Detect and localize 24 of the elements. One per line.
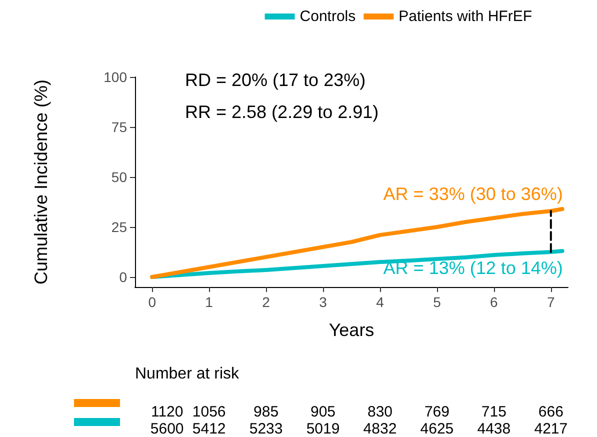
annotation: RD = 20% (17 to 23%)	[185, 70, 366, 90]
text: 1120 1056 985 905 830 769 715 666	[150, 404, 564, 420]
x-tick-label: 5	[433, 294, 442, 310]
y-tick-label: 25	[111, 219, 128, 235]
x-tick-label: 0	[148, 294, 156, 310]
x-axis-title: Years	[328, 320, 374, 340]
x-tick-label: 4	[376, 294, 384, 310]
y-axis-title: Cumulative Incidence (%)	[31, 79, 51, 285]
x-tick-label: 7	[547, 294, 556, 310]
x-tick-label: 3	[319, 294, 328, 310]
annotation: RR = 2.58 (2.29 to 2.91)	[185, 102, 379, 122]
text: Number at risk	[135, 366, 240, 382]
line-series	[150, 207, 564, 279]
y-tick-label: 75	[111, 119, 128, 135]
x-tick-label: 2	[262, 294, 270, 310]
legend-label: Controls	[300, 8, 356, 25]
y-tick-label: 0	[119, 269, 128, 285]
text: 5600 5412 5233 5019 4832 4625 4438 4217	[150, 420, 568, 437]
annotation: AR = 33% (30 to 36%)	[383, 184, 563, 204]
y-tick-label: 100	[104, 69, 128, 85]
y-tick-label: 50	[111, 169, 128, 185]
x-tick-label: 6	[490, 294, 498, 310]
legend-label: Patients with HFrEF	[398, 8, 532, 25]
x-tick-label: 1	[205, 294, 214, 310]
